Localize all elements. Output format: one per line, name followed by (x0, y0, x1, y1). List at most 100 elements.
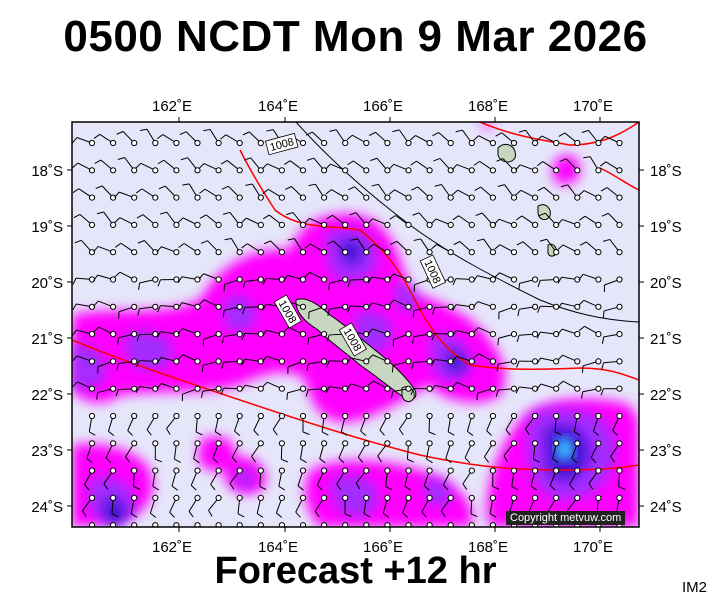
wind-barb-feather (382, 512, 390, 518)
wind-barb-station (595, 194, 602, 201)
wind-barb-feather (369, 131, 376, 136)
wind-barb-feather (344, 513, 352, 517)
lon-tick-label: 162˚E (152, 539, 192, 556)
wind-barb-feather (105, 457, 112, 464)
wind-barb-feather (536, 135, 543, 142)
wind-barb-station (510, 440, 518, 447)
wind-barb-feather (347, 305, 351, 313)
lon-axis-top: 162˚E 164˚E 166˚E 168˚E 170˚E (152, 98, 613, 122)
wind-barb-station (236, 167, 243, 174)
wind-barb-feather (200, 391, 204, 399)
wind-barb-feather (190, 484, 197, 491)
wind-barb-feather (515, 215, 523, 221)
wind-barb-station (426, 385, 433, 392)
wind-barb-feather (325, 386, 330, 394)
wind-barb-station (278, 221, 285, 228)
wind-barb-feather (404, 485, 411, 491)
wind-barb-feather (600, 187, 608, 192)
wind-barb-feather (600, 161, 607, 167)
wind-barb-feather (432, 307, 436, 315)
copyright-notice: Copyright metvuw.com (506, 511, 626, 525)
wind-barb-feather (177, 354, 184, 360)
wind-barb-feather (93, 300, 99, 307)
lon-tick-label: 170˚E (573, 539, 613, 556)
wind-barb-feather (470, 513, 478, 518)
wind-barb-feather (234, 430, 241, 436)
lon-tick-label: 162˚E (152, 98, 192, 115)
wind-barb-station (447, 494, 454, 501)
wind-barb-feather (137, 308, 140, 316)
wind-barb-station (532, 303, 539, 310)
lon-tick-label: 164˚E (258, 539, 298, 556)
wind-barb-feather (390, 391, 394, 399)
wind-barb-station (278, 249, 285, 256)
wind-barb-feather (304, 243, 311, 249)
wind-barb-feather (571, 457, 578, 464)
wind-barb-station (299, 412, 307, 420)
wind-barb-station (426, 139, 433, 147)
wind-barb-station (616, 385, 623, 392)
wind-barb-feather (152, 485, 160, 491)
wind-barb-feather (530, 485, 537, 491)
precipitation-heavy (104, 239, 589, 525)
wind-barb-feather (179, 131, 187, 136)
wind-barb-station (152, 249, 159, 256)
wind-barb-feather (84, 484, 90, 491)
wind-barb-feather (476, 238, 484, 242)
wind-barb-station (384, 139, 391, 147)
wind-barb-station (616, 467, 623, 474)
wind-barb-station (152, 522, 159, 527)
wind-barb-station (88, 194, 96, 201)
wind-barb-feather (287, 238, 295, 241)
wind-barb-feather (603, 238, 611, 242)
wind-barb-station (342, 194, 349, 201)
wind-barb-station (553, 194, 560, 201)
wind-barb-station (321, 249, 328, 256)
wind-barb-station (532, 331, 539, 338)
wind-barb-station (299, 276, 307, 283)
wind-barb-station (447, 440, 454, 447)
wind-barb-feather (434, 184, 442, 187)
wind-barb-station (110, 194, 117, 201)
wind-barb-feather (367, 276, 373, 284)
wind-barb-feather (347, 160, 354, 166)
wind-barb-feather (495, 132, 502, 137)
lon-tick-label: 170˚E (573, 98, 613, 115)
wind-barb-feather (135, 386, 140, 393)
wind-barb-feather (281, 458, 288, 463)
wind-barb-feather (136, 334, 140, 342)
wind-barb-station (468, 522, 475, 527)
wind-barb-feather (295, 511, 301, 518)
wind-barb-feather (511, 486, 519, 491)
wind-barb-station (257, 249, 264, 256)
wind-barb-station (447, 385, 454, 392)
wind-barb-feather (472, 275, 478, 282)
wind-barb-station (510, 221, 518, 228)
wind-barb-feather (220, 160, 228, 165)
wind-barb-feather (156, 246, 162, 253)
wind-barb-station (510, 139, 518, 147)
wind-barb-feather (263, 214, 270, 220)
wind-barb-feather (392, 129, 400, 133)
lat-axis-left: 18˚S 19˚S 20˚S 21˚S 22˚S 23˚S 24˚S (31, 163, 72, 516)
wind-barb-station (278, 467, 285, 474)
wind-barb-feather (169, 512, 175, 518)
wind-barb-station (110, 167, 117, 174)
wind-barb-feather (93, 246, 99, 253)
wind-barb-station (257, 440, 264, 447)
wind-barb-station (215, 440, 222, 447)
wind-barb-feather (177, 217, 184, 224)
wind-barb-station (321, 303, 328, 310)
wind-barb-station (278, 194, 285, 201)
wind-barb-feather (266, 129, 274, 132)
wind-barb-station (532, 412, 539, 420)
wind-barb-feather (157, 159, 165, 165)
precipitation-max (556, 437, 575, 461)
map-frame (71, 121, 640, 528)
wind-barb-station (363, 358, 370, 365)
wind-barb-feather (557, 328, 563, 335)
wind-barb-feather (473, 160, 480, 166)
wind-barb-station (299, 494, 307, 501)
wind-barb-station (616, 167, 623, 174)
wind-barb-feather (430, 218, 437, 225)
